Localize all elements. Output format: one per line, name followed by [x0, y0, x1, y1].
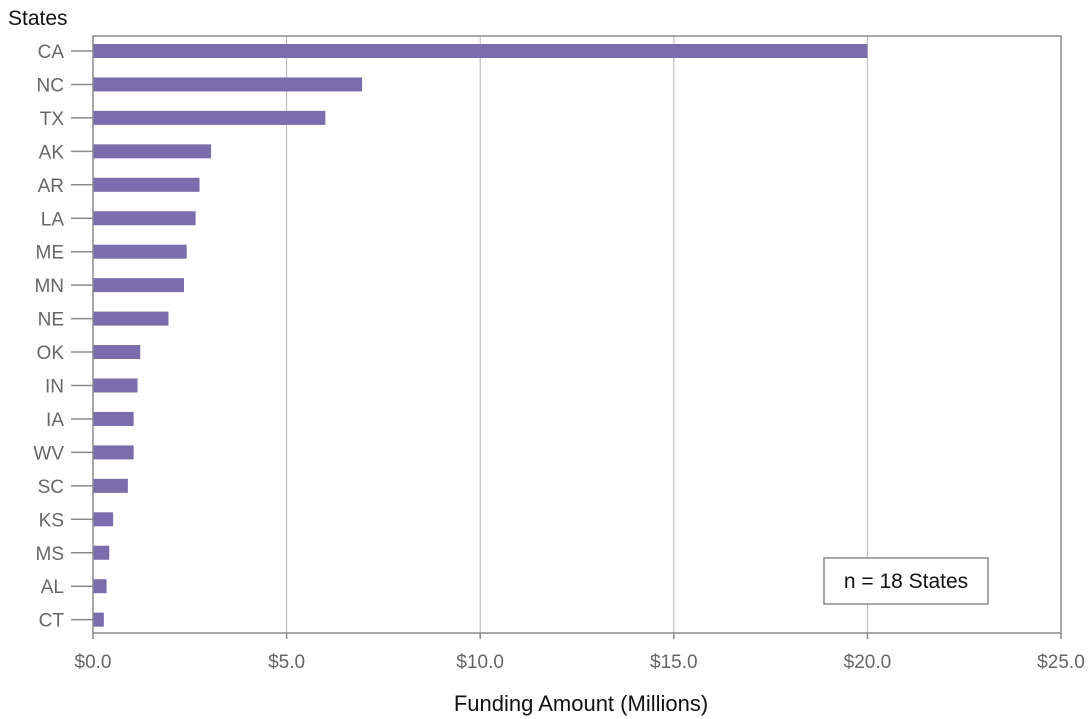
- bar: [93, 579, 107, 594]
- bar: [93, 411, 134, 426]
- y-category-label: MN: [34, 276, 64, 297]
- y-category-label: IN: [45, 377, 64, 398]
- plot-frame: [92, 35, 1062, 634]
- y-category-label: NE: [38, 310, 64, 331]
- bar: [93, 311, 169, 326]
- bars: [93, 44, 868, 627]
- y-category-label: LA: [41, 209, 65, 230]
- x-tick-label: $25.0: [1037, 652, 1085, 673]
- y-category-label: KS: [39, 510, 64, 531]
- y-category-label: CT: [39, 611, 65, 632]
- x-tick-label: $20.0: [844, 652, 892, 673]
- x-tick-label: $5.0: [268, 652, 305, 673]
- y-category-label: TX: [40, 109, 65, 130]
- y-category-label: IA: [46, 410, 64, 431]
- bar: [93, 378, 138, 393]
- y-category-label: CA: [38, 42, 65, 63]
- y-axis-categories: CA NC TX AK AR LA ME MN NE OK IN IA WV SC KS MS AL CT: [33, 42, 93, 632]
- y-category-label: AK: [39, 142, 65, 163]
- bar: [93, 345, 141, 360]
- y-category-label: NC: [37, 75, 64, 96]
- bar: [93, 144, 212, 159]
- bar: [93, 177, 200, 192]
- x-axis-ticks: $0.0 $5.0 $10.0 $15.0 $20.0 $25.0: [75, 633, 1085, 673]
- bar: [93, 512, 114, 527]
- bar: [93, 244, 187, 259]
- y-category-label: AR: [38, 176, 64, 197]
- x-tick-label: $10.0: [456, 652, 504, 673]
- bar: [93, 211, 196, 226]
- y-category-label: WV: [33, 443, 64, 464]
- y-category-label: MS: [36, 544, 65, 565]
- bar: [93, 278, 184, 293]
- bar: [93, 612, 104, 627]
- y-category-label: ME: [36, 243, 65, 264]
- bar: [93, 110, 326, 125]
- annotation-frame: [823, 557, 989, 605]
- bar: [93, 545, 110, 560]
- y-category-label: AL: [41, 577, 64, 598]
- x-tick-label: $0.0: [75, 652, 112, 673]
- bar: [93, 478, 128, 493]
- annotation-text: n = 18 States: [844, 570, 968, 593]
- annotation-box: n = 18 States: [823, 557, 989, 605]
- bar: [93, 445, 134, 460]
- grid-lines: [286, 36, 868, 633]
- y-category-label: OK: [37, 343, 65, 364]
- bar: [93, 77, 363, 92]
- y-axis-title: States: [8, 7, 68, 30]
- bar: [93, 44, 868, 58]
- x-axis-title: Funding Amount (Millions): [454, 691, 708, 716]
- y-category-label: SC: [38, 477, 64, 498]
- x-tick-label: $15.0: [650, 652, 698, 673]
